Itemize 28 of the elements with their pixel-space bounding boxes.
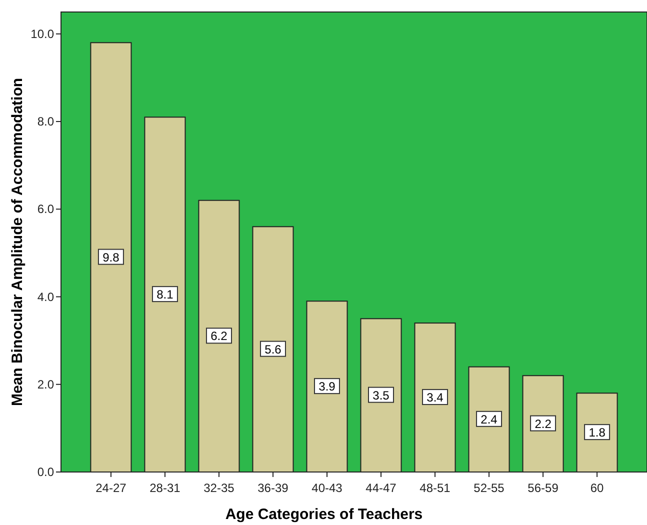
data-label: 6.2 — [210, 329, 228, 344]
data-label: 9.8 — [102, 250, 120, 264]
data-label: 5.6 — [264, 342, 282, 356]
x-tick-label: 32-35 — [204, 481, 235, 495]
x-tick-label: 44-47 — [366, 481, 397, 495]
x-tick-label: 56-59 — [528, 481, 559, 495]
x-tick-label: 48-51 — [420, 481, 451, 495]
y-tick-label: 10.0 — [30, 26, 54, 41]
x-tick-label: 24-27 — [96, 481, 127, 495]
x-tick-label: 36-39 — [258, 481, 289, 495]
y-tick-label: 4.0 — [37, 290, 54, 304]
y-tick-label: 0.0 — [37, 465, 54, 479]
y-tick-label: 8.0 — [37, 114, 54, 129]
y-axis-title: Mean Binocular Amplitude of Accommodation — [9, 78, 26, 406]
y-tick-label: 6.0 — [37, 202, 54, 216]
data-label: 3.4 — [426, 390, 444, 405]
data-label: 8.1 — [156, 288, 174, 302]
data-label: 3.9 — [318, 380, 336, 394]
y-tick-label: 2.0 — [37, 377, 54, 392]
data-label: 3.5 — [372, 388, 390, 402]
x-tick-label: 52-55 — [474, 481, 505, 495]
x-tick-label: 60 — [590, 481, 604, 495]
data-label: 1.8 — [588, 426, 606, 440]
x-axis-title: Age Categories of Teachers — [225, 506, 423, 523]
x-tick-label: 40-43 — [312, 481, 343, 495]
data-label: 2.2 — [534, 416, 552, 431]
data-label: 2.4 — [480, 412, 498, 426]
x-tick-label: 28-31 — [150, 481, 181, 495]
